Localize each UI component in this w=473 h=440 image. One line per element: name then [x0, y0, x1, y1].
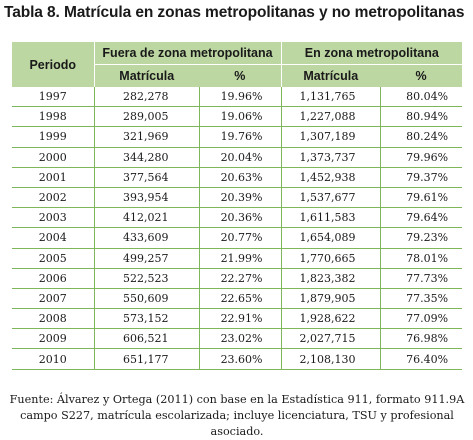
outside-percent-cell: 22.65% [199, 288, 282, 310]
inside-percent-cell: 76.98% [380, 328, 463, 350]
inside-enrollment-cell: 1,770,665 [281, 248, 381, 269]
outside-percent-cell: 20.04% [199, 147, 282, 168]
inside-percent-cell: 79.61% [380, 187, 463, 209]
inside-enrollment-cell: 1,823,382 [281, 268, 381, 289]
table-row: 2009 606,521 23.02% 2,027,715 76.98% [12, 328, 463, 350]
table-row: 1998 289,005 19.06% 1,227,088 80.94% [12, 106, 463, 128]
outside-enrollment-cell: 282,278 [94, 87, 200, 108]
inside-enrollment-cell: 1,654,089 [281, 227, 381, 249]
outside-percent-cell: 19.76% [199, 126, 282, 148]
inside-enrollment-header: Matrícula [281, 64, 381, 87]
period-cell: 2002 [12, 187, 95, 209]
inside-percent-cell: 77.73% [380, 268, 463, 289]
period-cell: 1998 [12, 106, 95, 128]
inside-percent-cell: 80.94% [380, 106, 463, 128]
period-cell: 2009 [12, 328, 95, 350]
enrollment-table: Periodo Fuera de zona metropolitana En z… [12, 42, 463, 370]
table-row: 2000 344,280 20.04% 1,373,737 79.96% [12, 147, 463, 168]
inside-metro-group-header: En zona metropolitana [281, 42, 463, 65]
outside-enrollment-cell: 651,177 [94, 348, 200, 370]
inside-percent-cell: 79.64% [380, 207, 463, 229]
table-header: Periodo Fuera de zona metropolitana En z… [12, 42, 463, 87]
inside-enrollment-cell: 1,307,189 [281, 126, 381, 148]
outside-enrollment-cell: 573,152 [94, 308, 200, 330]
table-row: 2007 550,609 22.65% 1,879,905 77.35% [12, 288, 463, 310]
outside-percent-cell: 20.36% [199, 207, 282, 229]
outside-enrollment-cell: 606,521 [94, 328, 200, 350]
period-cell: 1997 [12, 87, 95, 108]
period-cell: 2004 [12, 227, 95, 249]
table-row: 2002 393,954 20.39% 1,537,677 79.61% [12, 187, 463, 209]
inside-enrollment-cell: 2,027,715 [281, 328, 381, 350]
period-cell: 2010 [12, 348, 95, 370]
outside-enrollment-cell: 499,257 [94, 248, 200, 269]
inside-enrollment-cell: 1,928,622 [281, 308, 381, 330]
outside-enrollment-cell: 289,005 [94, 106, 200, 128]
outside-percent-header: % [199, 64, 282, 87]
period-cell: 2007 [12, 288, 95, 310]
table-row: 2001 377,564 20.63% 1,452,938 79.37% [12, 167, 463, 188]
inside-enrollment-cell: 1,227,088 [281, 106, 381, 128]
outside-enrollment-cell: 433,609 [94, 227, 200, 249]
outside-enrollment-cell: 412,021 [94, 207, 200, 229]
inside-percent-cell: 79.96% [380, 147, 463, 168]
outside-percent-cell: 21.99% [199, 248, 282, 269]
inside-enrollment-cell: 2,108,130 [281, 348, 381, 370]
inside-enrollment-cell: 1,611,583 [281, 207, 381, 229]
outside-enrollment-header: Matrícula [94, 64, 199, 87]
table-row: 2008 573,152 22.91% 1,928,622 77.09% [12, 308, 463, 330]
outside-enrollment-cell: 377,564 [94, 167, 200, 188]
inside-percent-cell: 80.04% [380, 87, 463, 108]
inside-enrollment-cell: 1,452,938 [281, 167, 381, 188]
period-cell: 2001 [12, 167, 95, 188]
outside-percent-cell: 19.96% [199, 87, 282, 108]
period-cell: 2005 [12, 248, 95, 269]
period-column-header: Periodo [12, 42, 95, 87]
outside-percent-cell: 20.63% [199, 167, 282, 188]
inside-percent-cell: 79.37% [380, 167, 463, 188]
inside-percent-cell: 79.23% [380, 227, 463, 249]
outside-percent-cell: 23.60% [199, 348, 282, 370]
period-cell: 2008 [12, 308, 95, 330]
table-row: 2003 412,021 20.36% 1,611,583 79.64% [12, 207, 463, 229]
period-cell: 1999 [12, 126, 95, 148]
outside-metro-group-header: Fuera de zona metropolitana [94, 42, 282, 65]
outside-percent-cell: 19.06% [199, 106, 282, 128]
inside-enrollment-cell: 1,373,737 [281, 147, 381, 168]
inside-enrollment-cell: 1,537,677 [281, 187, 381, 209]
inside-percent-cell: 77.09% [380, 308, 463, 330]
inside-percent-cell: 76.40% [380, 348, 463, 370]
outside-percent-cell: 22.27% [199, 268, 282, 289]
table-row: 1997 282,278 19.96% 1,131,765 80.04% [12, 87, 463, 108]
table-row: 2006 522,523 22.27% 1,823,382 77.73% [12, 268, 463, 289]
table-row: 2004 433,609 20.77% 1,654,089 79.23% [12, 227, 463, 249]
table-row: 1999 321,969 19.76% 1,307,189 80.24% [12, 126, 463, 148]
outside-percent-cell: 23.02% [199, 328, 282, 350]
inside-percent-cell: 80.24% [380, 126, 463, 148]
outside-percent-cell: 20.39% [199, 187, 282, 209]
table-body: 1997 282,278 19.96% 1,131,765 80.04% 1998 289,… [12, 87, 463, 370]
inside-enrollment-cell: 1,131,765 [281, 87, 381, 108]
inside-percent-cell: 77.35% [380, 288, 463, 310]
period-cell: 2003 [12, 207, 95, 229]
outside-enrollment-cell: 550,609 [94, 288, 200, 310]
table-row: 2005 499,257 21.99% 1,770,665 78.01% [12, 248, 463, 269]
outside-percent-cell: 22.91% [199, 308, 282, 330]
period-cell: 2000 [12, 147, 95, 168]
inside-percent-cell: 78.01% [380, 248, 463, 269]
outside-enrollment-cell: 321,969 [94, 126, 200, 148]
table-title: Tabla 8. Matrícula en zonas metropolitan… [4, 4, 465, 21]
outside-enrollment-cell: 344,280 [94, 147, 200, 168]
outside-percent-cell: 20.77% [199, 227, 282, 249]
outside-enrollment-cell: 393,954 [94, 187, 200, 209]
inside-percent-header: % [380, 64, 463, 87]
inside-enrollment-cell: 1,879,905 [281, 288, 381, 310]
source-note: Fuente: Álvarez y Ortega (2011) con base… [9, 393, 465, 438]
outside-enrollment-cell: 522,523 [94, 268, 200, 289]
table-row: 2010 651,177 23.60% 2,108,130 76.40% [12, 348, 463, 370]
period-cell: 2006 [12, 268, 95, 289]
